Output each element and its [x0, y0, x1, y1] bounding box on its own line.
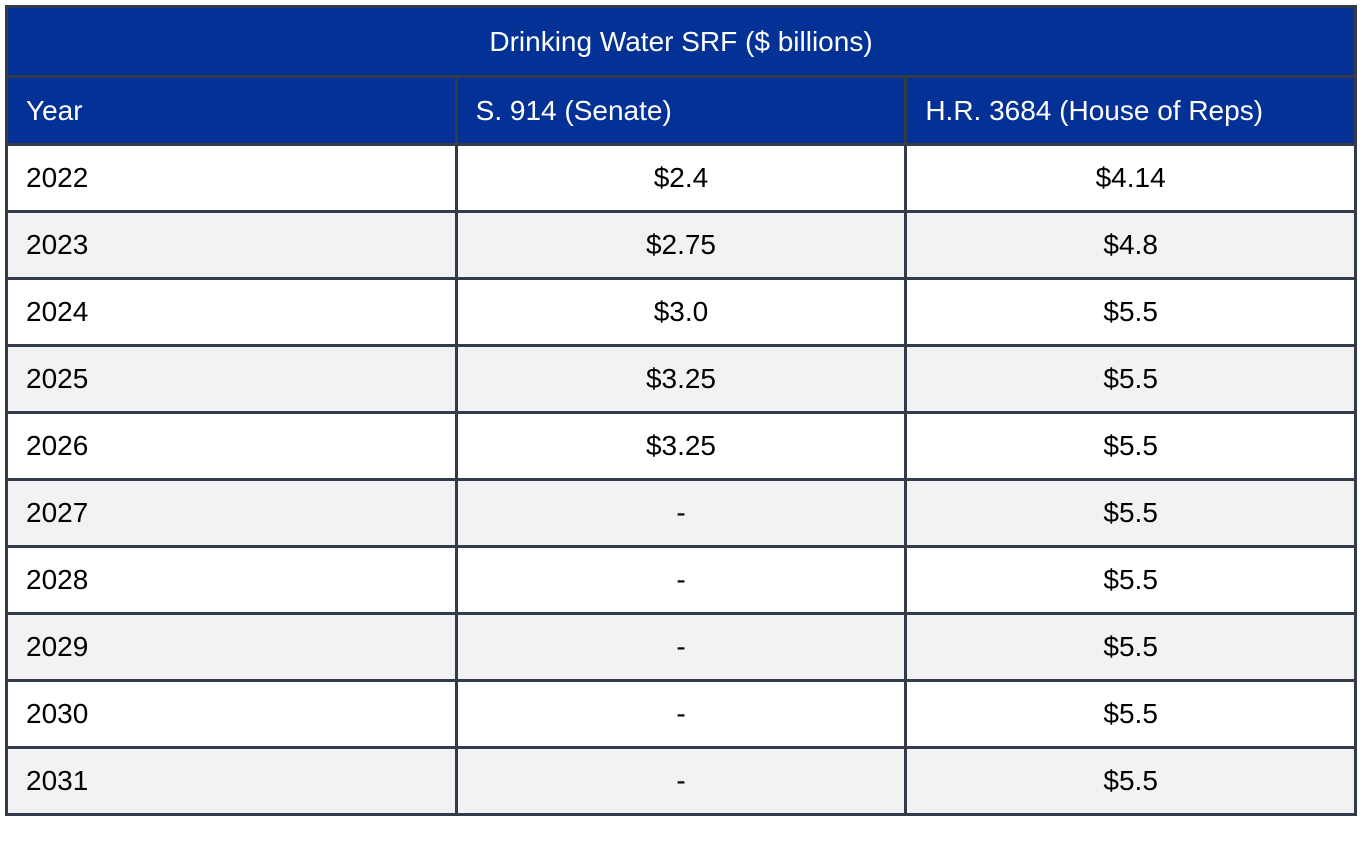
table-row: 2031- $5.5 — [5, 746, 1357, 816]
house-value-cell: $5.5 — [904, 344, 1357, 414]
house-value-cell: $5.5 — [904, 478, 1357, 548]
senate-value-cell: $2.4 — [454, 143, 908, 213]
column-header-year: Year — [5, 75, 458, 146]
table-row: 2029- $5.5 — [5, 612, 1357, 682]
senate-value-cell: - — [454, 679, 908, 749]
table-row: 2025 $3.25 $5.5 — [5, 344, 1357, 414]
senate-value-cell: - — [454, 478, 908, 548]
table-row: 2024 $3.0 $5.5 — [5, 277, 1357, 347]
year-cell: 2024 — [5, 277, 458, 347]
table-row: 2026 $3.25 $5.5 — [5, 411, 1357, 481]
house-value-cell: $5.5 — [904, 277, 1357, 347]
year-cell: 2029 — [5, 612, 458, 682]
senate-value-cell: $3.0 — [454, 277, 908, 347]
table-header-row: Year S. 914 (Senate) H.R. 3684 (House of… — [5, 75, 1357, 146]
year-cell: 2023 — [5, 210, 458, 280]
year-cell: 2025 — [5, 344, 458, 414]
senate-value-cell: $3.25 — [454, 344, 908, 414]
column-header-senate: S. 914 (Senate) — [454, 75, 908, 146]
senate-value-cell: - — [454, 612, 908, 682]
year-cell: 2031 — [5, 746, 458, 816]
year-cell: 2028 — [5, 545, 458, 615]
table-head: Drinking Water SRF ($ billions) Year S. … — [5, 5, 1357, 146]
senate-value-cell: $3.25 — [454, 411, 908, 481]
column-header-house: H.R. 3684 (House of Reps) — [904, 75, 1357, 146]
table-title-row: Drinking Water SRF ($ billions) — [5, 5, 1357, 78]
year-cell: 2027 — [5, 478, 458, 548]
table-row: 2028- $5.5 — [5, 545, 1357, 615]
table-body: 2022 $2.4 $4.14 2023 $2.75 $4.8 2024 $3.0 $5.5 20… — [5, 143, 1357, 816]
house-value-cell: $5.5 — [904, 679, 1357, 749]
senate-value-cell: - — [454, 545, 908, 615]
senate-value-cell: - — [454, 746, 908, 816]
drinking-water-srf-table: Drinking Water SRF ($ billions) Year S. … — [5, 5, 1357, 816]
house-value-cell: $4.8 — [904, 210, 1357, 280]
house-value-cell: $5.5 — [904, 545, 1357, 615]
table-row: 2022 $2.4 $4.14 — [5, 143, 1357, 213]
year-cell: 2026 — [5, 411, 458, 481]
senate-value-cell: $2.75 — [454, 210, 908, 280]
house-value-cell: $5.5 — [904, 746, 1357, 816]
table-row: 2027- $5.5 — [5, 478, 1357, 548]
year-cell: 2022 — [5, 143, 458, 213]
table-row: 2030- $5.5 — [5, 679, 1357, 749]
table-row: 2023 $2.75 $4.8 — [5, 210, 1357, 280]
house-value-cell: $5.5 — [904, 411, 1357, 481]
table-title: Drinking Water SRF ($ billions) — [5, 5, 1357, 78]
house-value-cell: $5.5 — [904, 612, 1357, 682]
year-cell: 2030 — [5, 679, 458, 749]
house-value-cell: $4.14 — [904, 143, 1357, 213]
